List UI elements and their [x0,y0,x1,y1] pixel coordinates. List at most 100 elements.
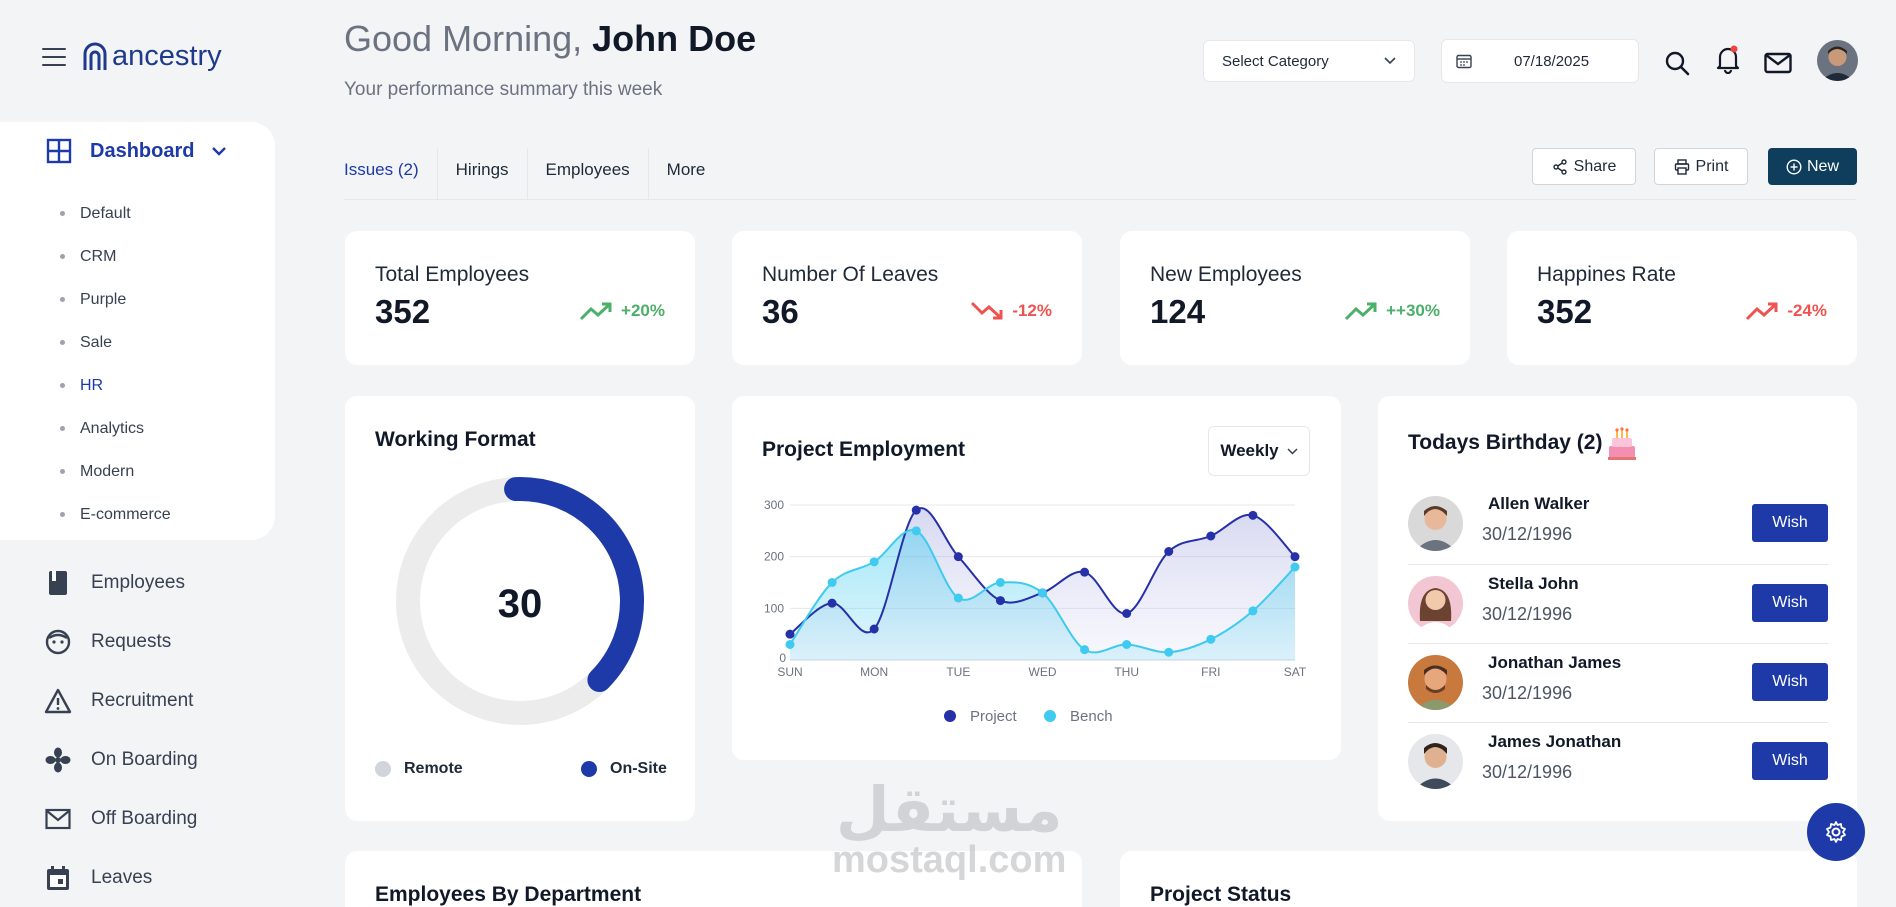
project-employment-chart: 0 100 200 300 SUN MON TUE WED THU FRI SAT Project Be… [764,498,1307,725]
chevron-down-icon [1384,57,1396,65]
data-point-project [1080,567,1090,577]
birthday-date: 30/12/1996 [1482,683,1573,703]
submenu-item-modern[interactable]: Modern [60,450,171,493]
sidebar-item-onboarding[interactable]: On Boarding [44,730,198,789]
mail-icon[interactable] [1763,48,1793,78]
warning-icon [44,687,72,715]
data-point-bench [1290,562,1300,572]
tab-divider [344,199,1856,200]
watermark-latin: mostaql.com [832,839,1067,881]
stat-card-happiness-rate: Happines Rate 352 -24% [1507,231,1857,365]
stat-card-new-employees: New Employees 124 ++30% [1120,231,1470,365]
legend-dot-bench [1044,710,1056,722]
user-avatar[interactable] [1817,40,1858,81]
legend-remote: Remote [375,760,463,778]
submenu-item-default[interactable]: Default [60,192,171,235]
data-point-bench [1080,645,1090,655]
data-point-project [1290,552,1300,562]
project-employment-title: Project Employment [762,438,966,461]
working-format-title: Working Format [375,428,536,451]
wish-button[interactable]: Wish [1752,504,1828,542]
date-value: 07/18/2025 [1514,52,1590,70]
stat-label: Happines Rate [1537,263,1676,286]
wish-button[interactable]: Wish [1752,663,1828,701]
legend-onsite: On-Site [581,760,667,778]
submenu-item-purple[interactable]: Purple [60,278,171,321]
brand: ancestry [42,40,222,73]
stat-label: Total Employees [375,263,530,286]
data-point-bench [869,557,879,567]
tab-more[interactable]: More [666,160,706,179]
calendar-icon [1456,54,1472,69]
submenu-item-hr[interactable]: HR [60,364,171,407]
sidebar-item-offboarding[interactable]: Off Boarding [44,789,198,848]
birthday-title: Todays Birthday (2) [1408,431,1603,454]
submenu-item-analytics[interactable]: Analytics [60,407,171,450]
legend-dot [581,761,597,777]
search-icon[interactable] [1662,48,1692,78]
employees-by-department-title: Employees By Department [375,883,642,906]
new-button[interactable]: New [1768,148,1857,185]
sidebar-item-dashboard[interactable]: Dashboard [46,138,227,164]
avatar [1408,496,1463,551]
date-picker[interactable]: 07/18/2025 [1441,39,1639,83]
sidebar-item-requests[interactable]: Requests [44,612,198,671]
print-icon [1674,158,1689,175]
avatar [1408,655,1463,710]
stat-trend: +20% [579,301,665,321]
data-point-project [1164,547,1174,556]
tab-bar: Issues (2) Hirings Employees More [344,148,723,200]
tab-issues[interactable]: Issues (2) [344,148,438,200]
birthday-name: Stella John [1488,574,1579,593]
data-point-project [785,629,795,639]
tab-employees[interactable]: Employees [528,148,649,200]
period-select[interactable]: Weekly [1208,426,1310,476]
watermark-arabic: مستقل [835,773,1063,846]
data-point-bench [1248,606,1258,616]
submenu-item-sale[interactable]: Sale [60,321,171,364]
submenu-item-ecommerce[interactable]: E-commerce [60,493,171,536]
print-button[interactable]: Print [1654,148,1748,185]
sidebar-item-recruitment[interactable]: Recruitment [44,671,198,730]
stat-card-number-of-leaves: Number Of Leaves 36 -12% [732,231,1082,365]
legend-dot-project [944,710,956,722]
birthday-row: Stella John 30/12/1996 Wish [1408,564,1828,643]
category-select[interactable]: Select Category [1203,40,1415,82]
data-point-project [1122,609,1132,618]
wish-button[interactable]: Wish [1752,584,1828,622]
settings-button[interactable] [1807,803,1865,861]
data-point-bench [1206,634,1216,644]
chevron-down-icon[interactable] [212,146,227,156]
app-logo[interactable]: ancestry [82,40,222,73]
bell-icon[interactable] [1713,44,1743,74]
trend-up-icon [1746,302,1778,321]
trend-up-icon [1345,302,1377,321]
stat-label: New Employees [1150,263,1302,286]
menu-icon[interactable] [42,47,66,66]
sidebar: ancestry Dashboard Default CRM Purple Sa… [0,0,275,907]
cake-icon [1608,427,1636,460]
x-tick-label: WED [1029,665,1057,679]
wish-button[interactable]: Wish [1752,742,1828,780]
donut-center-value: 30 [498,582,543,626]
gear-icon [1826,821,1846,843]
stat-value: 352 [375,293,431,330]
stat-card-total-employees: Total Employees 352 +20% [345,231,695,365]
sidebar-item-leaves[interactable]: Leaves [44,848,198,907]
share-button[interactable]: Share [1532,148,1636,185]
divider [1408,722,1828,723]
sidebar-item-employees[interactable]: Employees [44,553,198,612]
data-point-bench [1122,640,1132,649]
submenu-item-crm[interactable]: CRM [60,235,171,278]
tab-hirings[interactable]: Hirings [438,148,528,200]
stat-trend: -12% [970,301,1052,321]
legend-label-project: Project [970,708,1018,725]
birthday-row: James Jonathan 30/12/1996 Wish [1408,722,1828,801]
stat-value: 124 [1150,293,1206,330]
x-tick-label: FRI [1201,665,1220,679]
x-tick-label: TUE [946,665,970,679]
sidebar-nav: Employees Requests Recruitment On Boardi… [44,553,198,907]
x-tick-label: THU [1114,665,1139,679]
divider [1408,564,1828,565]
avatar [1408,734,1463,789]
